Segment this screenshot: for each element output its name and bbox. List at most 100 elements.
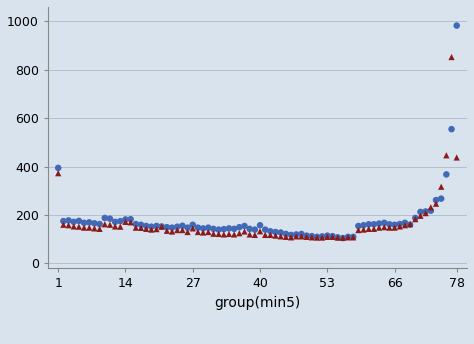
Point — [204, 225, 212, 230]
Point — [262, 227, 269, 232]
Point — [365, 226, 373, 232]
Point — [142, 226, 150, 232]
Point — [391, 225, 398, 230]
Point — [158, 224, 165, 229]
Point — [220, 226, 228, 232]
Point — [422, 211, 429, 216]
Point — [406, 222, 414, 227]
Point — [355, 227, 362, 233]
Point — [360, 227, 367, 232]
Point — [334, 235, 341, 240]
Point — [272, 229, 279, 235]
Point — [200, 230, 207, 235]
Point — [200, 226, 207, 231]
Point — [298, 231, 305, 237]
Point — [204, 229, 212, 235]
Point — [344, 235, 352, 240]
Point — [355, 223, 362, 229]
Point — [236, 224, 243, 230]
Point — [147, 227, 155, 232]
Point — [386, 222, 393, 227]
Point — [132, 225, 140, 230]
Point — [215, 231, 222, 237]
Point — [65, 218, 73, 223]
Point — [132, 221, 140, 227]
Point — [386, 225, 393, 230]
Point — [417, 209, 424, 215]
Point — [292, 234, 300, 239]
Point — [85, 225, 93, 230]
Point — [328, 234, 336, 240]
Point — [153, 223, 160, 229]
Point — [406, 221, 414, 227]
Point — [246, 232, 254, 237]
Point — [173, 227, 181, 233]
Point — [184, 225, 191, 230]
Point — [381, 220, 388, 226]
Point — [111, 224, 119, 229]
Point — [401, 220, 409, 226]
Point — [184, 229, 191, 235]
Point — [85, 219, 93, 225]
Point — [448, 126, 456, 132]
Point — [298, 234, 305, 239]
Point — [168, 225, 176, 230]
Point — [308, 235, 316, 240]
Point — [427, 208, 435, 214]
Point — [417, 213, 424, 218]
Point — [225, 231, 233, 237]
Point — [443, 172, 450, 177]
Point — [236, 230, 243, 236]
Point — [168, 229, 176, 234]
Point — [225, 226, 233, 231]
Point — [266, 232, 274, 238]
Point — [438, 196, 445, 201]
Point — [158, 224, 165, 229]
Point — [375, 221, 383, 226]
Point — [303, 234, 310, 240]
Point — [75, 218, 82, 224]
Point — [60, 218, 67, 224]
Point — [319, 234, 326, 239]
Point — [313, 235, 321, 240]
Point — [303, 233, 310, 238]
Point — [80, 220, 88, 226]
Point — [106, 222, 114, 227]
Point — [448, 54, 456, 60]
Point — [179, 223, 186, 228]
Point — [411, 216, 419, 222]
Point — [210, 226, 217, 232]
Point — [339, 235, 346, 240]
Point — [210, 231, 217, 236]
Point — [65, 223, 73, 228]
Point — [349, 235, 357, 240]
Point — [122, 219, 129, 225]
Point — [453, 155, 461, 160]
Point — [277, 230, 284, 235]
Point — [189, 222, 197, 227]
Point — [241, 223, 248, 229]
Point — [55, 165, 62, 171]
Point — [194, 229, 202, 235]
Point — [256, 223, 264, 228]
Point — [163, 228, 171, 234]
Point — [101, 215, 109, 221]
Point — [324, 233, 331, 238]
Point — [308, 233, 316, 239]
Point — [287, 235, 295, 240]
Point — [117, 218, 124, 224]
Point — [266, 228, 274, 234]
Point — [147, 224, 155, 229]
Point — [153, 226, 160, 232]
Point — [70, 219, 78, 225]
Point — [91, 221, 98, 226]
Point — [375, 225, 383, 230]
Point — [101, 222, 109, 227]
Point — [80, 225, 88, 230]
Point — [370, 226, 378, 232]
Point — [262, 232, 269, 238]
Point — [272, 233, 279, 238]
Point — [319, 235, 326, 240]
Point — [256, 228, 264, 234]
Point — [96, 221, 103, 227]
